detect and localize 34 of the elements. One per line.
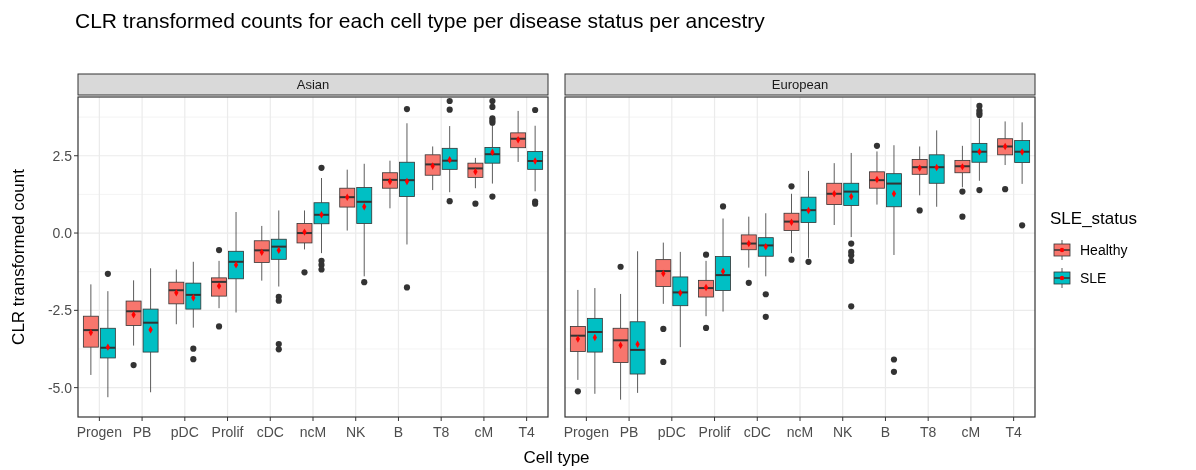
x-tick-label: NK — [833, 424, 854, 440]
y-tick-label: -2.5 — [47, 302, 73, 319]
legend-title: SLE_status — [1050, 209, 1137, 228]
chart-subtitle: Asian — [296, 77, 330, 92]
x-tick-label: B — [393, 424, 404, 440]
x-tick-label: cDC — [743, 424, 771, 440]
legend-label: SLE — [1080, 269, 1107, 286]
y-tick-label: 2.5 — [52, 147, 73, 164]
x-tick-label: T8 — [920, 424, 937, 440]
chart-subtitle: European — [771, 77, 829, 92]
x-tick-label: Progen — [76, 424, 122, 440]
y-tick-label: 0.0 — [52, 224, 73, 241]
x-tick-label: cM — [474, 424, 494, 440]
x-tick-label: PB — [132, 424, 152, 440]
y-axis-title: CLR transformed count — [9, 168, 28, 345]
y-tick-label: -5.0 — [47, 379, 73, 396]
x-tick-label: Prolif — [211, 424, 244, 440]
x-tick-label: T4 — [1005, 424, 1023, 440]
x-tick-label: ncM — [786, 424, 814, 440]
x-tick-label: Progen — [563, 424, 609, 440]
x-tick-label: T4 — [518, 424, 536, 440]
x-tick-label: cDC — [256, 424, 284, 440]
x-tick-label: B — [880, 424, 891, 440]
x-tick-label: pDC — [657, 424, 686, 440]
x-tick-label: pDC — [170, 424, 199, 440]
x-tick-label: NK — [346, 424, 367, 440]
x-tick-label: cM — [961, 424, 981, 440]
x-tick-label: ncM — [299, 424, 327, 440]
x-tick-label: T8 — [433, 424, 450, 440]
x-axis-title: Cell type — [523, 448, 590, 467]
legend-label: Healthy — [1080, 241, 1128, 258]
chart-title: CLR transformed counts for each cell type per disease status per ancestry — [75, 9, 766, 32]
x-tick-label: PB — [619, 424, 639, 440]
x-tick-label: Prolif — [698, 424, 731, 440]
